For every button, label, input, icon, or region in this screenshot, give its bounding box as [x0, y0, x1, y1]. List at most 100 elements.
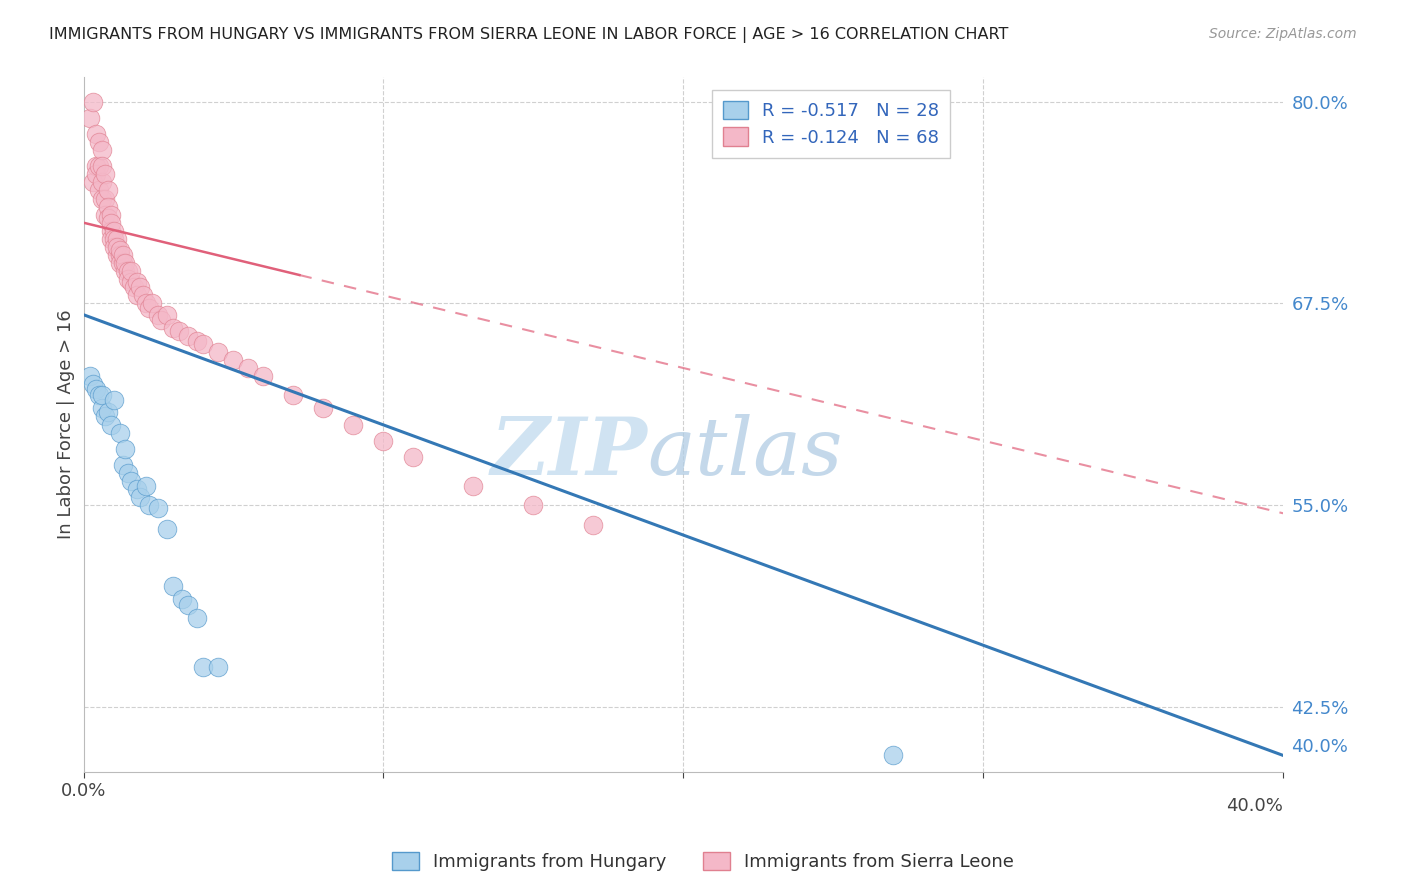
- Point: [96, 183, 118, 197]
- Point: [135, 479, 157, 493]
- Point: [87, 388, 110, 402]
- Point: [93, 208, 115, 222]
- Point: [127, 482, 149, 496]
- Point: [882, 748, 904, 763]
- Point: [103, 224, 125, 238]
- Point: [90, 175, 112, 189]
- Point: [108, 425, 131, 440]
- Point: [193, 659, 215, 673]
- Point: [138, 498, 160, 512]
- Point: [90, 143, 112, 157]
- Text: ZIP: ZIP: [491, 414, 647, 491]
- Point: [172, 591, 194, 606]
- Point: [312, 401, 335, 416]
- Point: [150, 312, 173, 326]
- Point: [121, 474, 143, 488]
- Point: [84, 127, 107, 141]
- Point: [463, 479, 485, 493]
- Point: [108, 248, 131, 262]
- Point: [162, 579, 184, 593]
- Point: [186, 611, 208, 625]
- Point: [111, 248, 134, 262]
- Point: [177, 328, 200, 343]
- Point: [93, 192, 115, 206]
- Point: [121, 276, 143, 290]
- Point: [222, 353, 245, 368]
- Point: [283, 388, 305, 402]
- Point: [129, 490, 152, 504]
- Point: [117, 466, 139, 480]
- Point: [138, 301, 160, 316]
- Point: [79, 369, 101, 384]
- Legend: R = -0.517   N = 28, R = -0.124   N = 68: R = -0.517 N = 28, R = -0.124 N = 68: [711, 90, 950, 158]
- Text: 40.0%: 40.0%: [1292, 739, 1348, 756]
- Point: [169, 324, 191, 338]
- Point: [252, 369, 274, 384]
- Point: [402, 450, 425, 464]
- Text: Source: ZipAtlas.com: Source: ZipAtlas.com: [1209, 27, 1357, 41]
- Point: [148, 308, 170, 322]
- Point: [103, 393, 125, 408]
- Text: IMMIGRANTS FROM HUNGARY VS IMMIGRANTS FROM SIERRA LEONE IN LABOR FORCE | AGE > 1: IMMIGRANTS FROM HUNGARY VS IMMIGRANTS FR…: [49, 27, 1008, 43]
- Point: [79, 111, 101, 125]
- Point: [87, 183, 110, 197]
- Point: [100, 216, 122, 230]
- Point: [177, 599, 200, 613]
- Point: [87, 135, 110, 149]
- Point: [582, 517, 605, 532]
- Point: [186, 334, 208, 348]
- Point: [127, 288, 149, 302]
- Point: [90, 388, 112, 402]
- Point: [135, 296, 157, 310]
- Point: [117, 264, 139, 278]
- Point: [114, 256, 136, 270]
- Point: [162, 320, 184, 334]
- Y-axis label: In Labor Force | Age > 16: In Labor Force | Age > 16: [58, 310, 75, 540]
- Point: [105, 240, 128, 254]
- Point: [114, 442, 136, 456]
- Point: [96, 404, 118, 418]
- Point: [132, 288, 155, 302]
- Text: 40.0%: 40.0%: [1226, 797, 1284, 814]
- Point: [127, 276, 149, 290]
- Point: [141, 296, 163, 310]
- Point: [522, 498, 544, 512]
- Point: [84, 382, 107, 396]
- Point: [84, 167, 107, 181]
- Point: [121, 264, 143, 278]
- Point: [103, 232, 125, 246]
- Point: [100, 208, 122, 222]
- Point: [156, 308, 179, 322]
- Point: [342, 417, 364, 432]
- Point: [93, 409, 115, 424]
- Point: [90, 401, 112, 416]
- Point: [105, 248, 128, 262]
- Point: [96, 211, 118, 225]
- Point: [238, 361, 260, 376]
- Legend: Immigrants from Hungary, Immigrants from Sierra Leone: Immigrants from Hungary, Immigrants from…: [385, 846, 1021, 879]
- Point: [117, 272, 139, 286]
- Point: [103, 240, 125, 254]
- Point: [105, 232, 128, 246]
- Point: [193, 336, 215, 351]
- Point: [82, 377, 104, 392]
- Point: [100, 224, 122, 238]
- Point: [129, 280, 152, 294]
- Point: [207, 344, 229, 359]
- Point: [108, 256, 131, 270]
- Point: [148, 501, 170, 516]
- Point: [100, 232, 122, 246]
- Point: [207, 659, 229, 673]
- Point: [84, 159, 107, 173]
- Point: [111, 458, 134, 472]
- Point: [156, 523, 179, 537]
- Point: [87, 159, 110, 173]
- Point: [114, 264, 136, 278]
- Point: [96, 200, 118, 214]
- Point: [90, 159, 112, 173]
- Point: [373, 434, 395, 448]
- Point: [82, 95, 104, 109]
- Point: [90, 192, 112, 206]
- Point: [108, 243, 131, 257]
- Point: [93, 167, 115, 181]
